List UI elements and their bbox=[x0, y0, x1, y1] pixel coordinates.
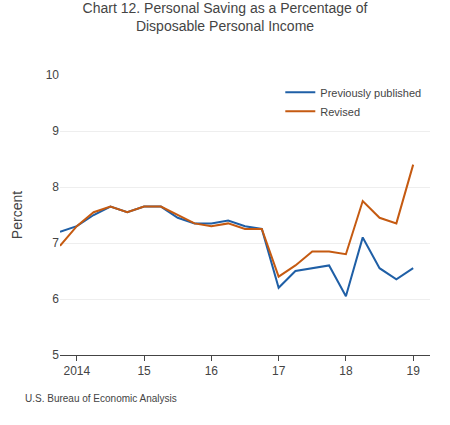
svg-text:U.S. Bureau of Economic Analys: U.S. Bureau of Economic Analysis bbox=[25, 393, 177, 404]
svg-text:Chart 12. Personal Saving as a: Chart 12. Personal Saving as a Percentag… bbox=[83, 0, 368, 34]
svg-text:7: 7 bbox=[52, 236, 59, 250]
svg-text:6: 6 bbox=[52, 292, 59, 306]
svg-text:5: 5 bbox=[52, 348, 59, 362]
svg-text:19: 19 bbox=[407, 364, 421, 378]
svg-text:Previously published: Previously published bbox=[320, 87, 421, 99]
svg-text:2014: 2014 bbox=[63, 364, 90, 378]
svg-text:Revised: Revised bbox=[320, 106, 360, 118]
svg-text:8: 8 bbox=[52, 180, 59, 194]
svg-text:10: 10 bbox=[46, 68, 60, 82]
svg-text:9: 9 bbox=[52, 124, 59, 138]
svg-text:15: 15 bbox=[137, 364, 151, 378]
svg-text:16: 16 bbox=[205, 364, 219, 378]
svg-text:18: 18 bbox=[339, 364, 353, 378]
svg-text:Percent: Percent bbox=[9, 191, 25, 239]
svg-text:17: 17 bbox=[272, 364, 286, 378]
